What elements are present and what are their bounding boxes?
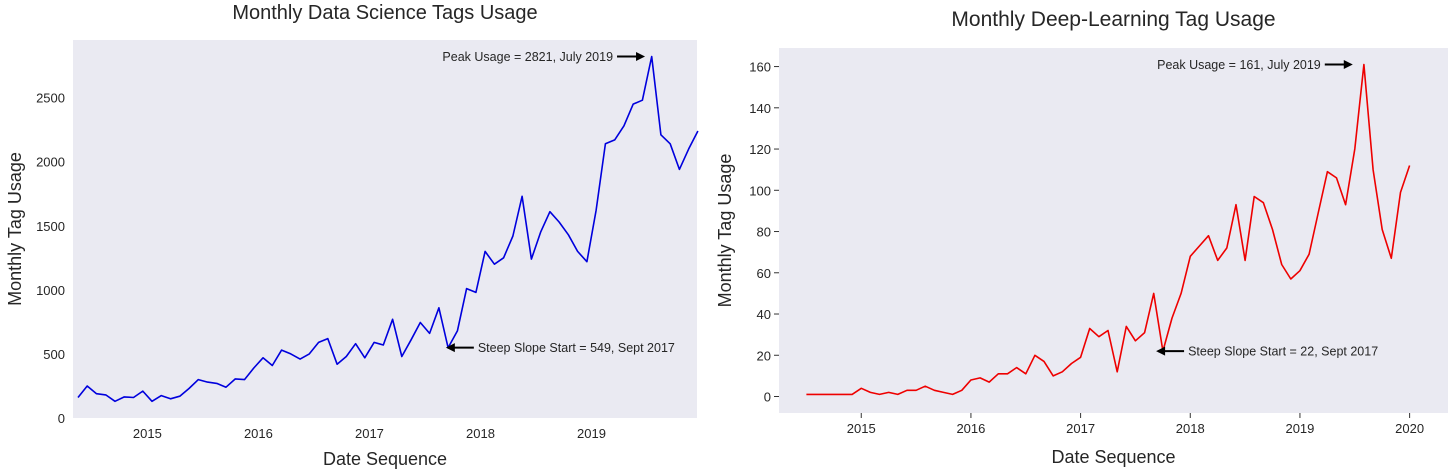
y-tick-label: 40	[757, 307, 771, 322]
plot-area-left	[73, 40, 697, 418]
y-tick-label: 160	[749, 60, 771, 75]
x-tick-label: 2015	[133, 426, 162, 441]
x-tick-label: 2018	[466, 426, 495, 441]
y-tick-label: 2000	[36, 155, 65, 170]
annotations-left: Peak Usage = 2821, July 2019 Steep Slope …	[442, 50, 674, 355]
x-ticks-left: 2015 2016 2017 2018 2019	[133, 426, 606, 441]
x-tick-label: 2015	[847, 421, 876, 436]
x-tick-label: 2019	[577, 426, 606, 441]
x-tick-label: 2019	[1285, 421, 1314, 436]
annotations-right: Peak Usage = 161, July 2019 Steep Slope S…	[1156, 58, 1378, 359]
x-tick-label: 2017	[1066, 421, 1095, 436]
y-tick-label: 140	[749, 101, 771, 116]
y-tick-label: 1000	[36, 283, 65, 298]
x-tick-label: 2020	[1395, 421, 1424, 436]
annotation-arrow-head	[1156, 346, 1166, 356]
y-tick-label: 2500	[36, 91, 65, 106]
y-tick-label: 20	[757, 348, 771, 363]
x-tick-label: 2016	[244, 426, 273, 441]
y-axis-label-left: Monthly Tag Usage	[5, 152, 25, 306]
y-ticks-left: 0 500 1000 1500 2000 2500	[36, 91, 65, 426]
y-tick-label: 0	[58, 411, 65, 426]
chart-left: Monthly Data Science Tags Usage Date Seq…	[5, 2, 699, 469]
x-tick-label: 2018	[1176, 421, 1205, 436]
y-tick-label: 60	[757, 266, 771, 281]
series-line-right	[806, 63, 1411, 396]
x-axis-label-right: Date Sequence	[1051, 447, 1175, 467]
y-axis-label-right: Monthly Tag Usage	[715, 154, 735, 308]
y-tick-label: 1500	[36, 219, 65, 234]
annotation-text: Peak Usage = 2821, July 2019	[442, 50, 613, 64]
y-ticks-right: 0 20 40 60 80 100 120 140 160	[749, 60, 779, 405]
x-axis-label-left: Date Sequence	[323, 449, 447, 469]
y-tick-label: 500	[43, 347, 65, 362]
annotation-text: Steep Slope Start = 549, Sept 2017	[478, 341, 675, 355]
x-tick-label: 2016	[956, 421, 985, 436]
chart-title-right: Monthly Deep-Learning Tag Usage	[951, 8, 1275, 31]
series-line-left	[77, 55, 699, 403]
annotation-arrow-head	[1343, 59, 1353, 69]
annotation-arrow-head	[445, 343, 455, 353]
y-tick-label: 120	[749, 142, 771, 157]
x-tick-label: 2017	[355, 426, 384, 441]
x-ticks-right: 2015 2016 2017 2018 2019 2020	[847, 413, 1424, 436]
y-tick-label: 80	[757, 225, 771, 240]
annotation-arrow-head	[636, 52, 646, 62]
y-tick-label: 100	[749, 183, 771, 198]
annotation-text: Peak Usage = 161, July 2019	[1157, 58, 1321, 72]
chart-title-left: Monthly Data Science Tags Usage	[232, 2, 537, 24]
annotation-text: Steep Slope Start = 22, Sept 2017	[1188, 345, 1378, 359]
chart-right: Monthly Deep-Learning Tag Usage Date Seq…	[715, 8, 1448, 467]
y-tick-label: 0	[764, 390, 771, 405]
